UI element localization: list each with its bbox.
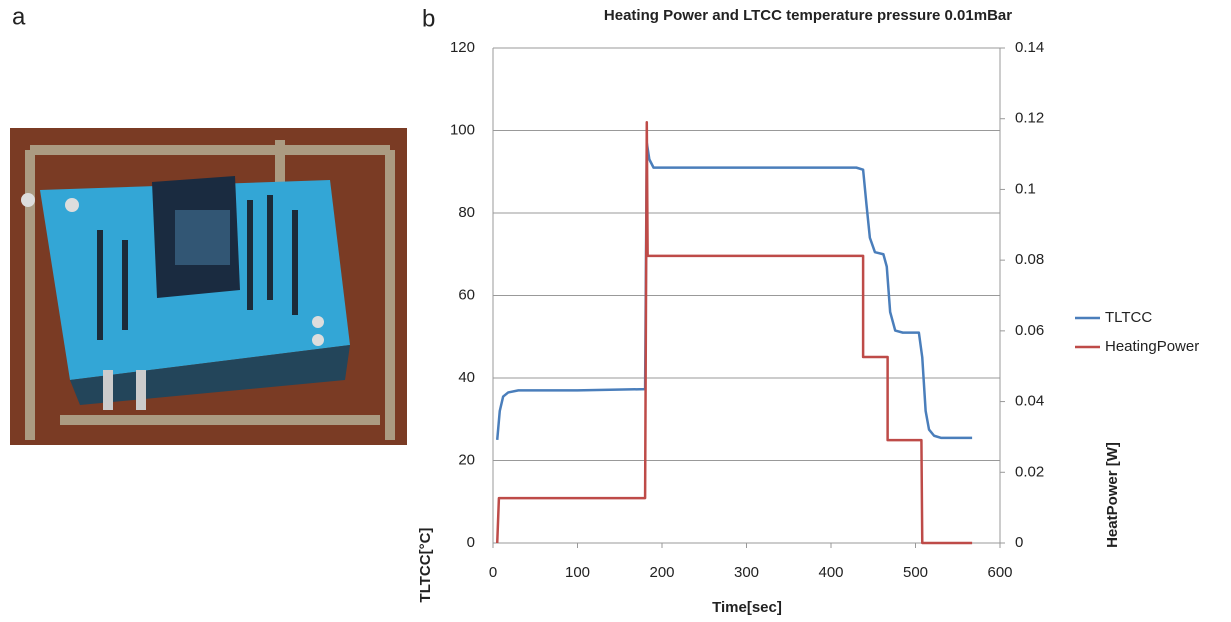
y2-tick-label: 0.12 [1015, 110, 1044, 127]
panel-label: a [12, 3, 26, 30]
chart-title: Heating Power and LTCC temperature press… [604, 7, 1012, 24]
chart: Heating Power and LTCC temperature press… [417, 7, 1121, 616]
y-tick-label: 120 [450, 39, 475, 56]
y2-tick-label: 0.06 [1015, 322, 1044, 339]
x-axis-label: Time[sec] [712, 599, 782, 616]
device-photo [10, 128, 407, 445]
y2-tick-label: 0.04 [1015, 393, 1044, 410]
x-tick-label: 300 [734, 564, 759, 581]
x-tick-label: 600 [987, 564, 1012, 581]
legend-label: TLTCC [1105, 309, 1152, 326]
series-line [495, 141, 973, 440]
x-tick-label: 200 [649, 564, 674, 581]
y2-tick-label: 0.08 [1015, 251, 1044, 268]
series-line [495, 121, 973, 545]
x-tick-label: 100 [565, 564, 590, 581]
y-tick-label: 100 [450, 121, 475, 138]
y-axis-label: TLTCC[°C] [417, 528, 434, 603]
y2-tick-label: 0.02 [1015, 463, 1044, 480]
y-tick-label: 0 [467, 534, 475, 551]
x-tick-label: 400 [818, 564, 843, 581]
x-tick-label: 500 [903, 564, 928, 581]
y-tick-label: 20 [458, 451, 475, 468]
y-tick-label: 80 [458, 204, 475, 221]
y-tick-label: 40 [458, 369, 475, 386]
x-tick-label: 0 [489, 564, 497, 581]
y2-tick-label: 0.1 [1015, 180, 1036, 197]
panel-label: b [422, 5, 435, 32]
y2-tick-label: 0.14 [1015, 39, 1044, 56]
y-tick-label: 60 [458, 286, 475, 303]
legend-label: HeatingPower [1105, 338, 1199, 355]
y2-axis-label: HeatPower [W] [1104, 442, 1121, 548]
y2-tick-label: 0 [1015, 534, 1023, 551]
